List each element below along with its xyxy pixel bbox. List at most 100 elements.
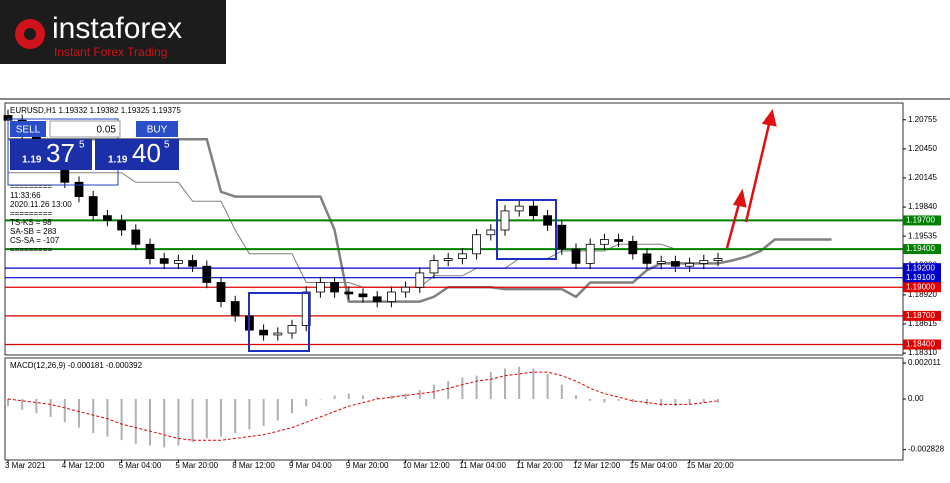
- arrow-shaft: [744, 119, 772, 223]
- info-line: TS-KS = 98: [10, 218, 52, 227]
- candle-body: [386, 291, 396, 302]
- macd-bar: [617, 398, 620, 401]
- info-line: 2020.11.26 13:00: [10, 200, 72, 209]
- macd-bar: [631, 398, 634, 403]
- level-label-box: [903, 272, 941, 283]
- candle-body: [159, 258, 169, 264]
- candle-body: [372, 296, 382, 302]
- candle-body: [600, 239, 609, 245]
- chart-title: EURUSD,H1 1.19332 1.19382 1.19325 1.1937…: [10, 106, 181, 115]
- highlight-box: [248, 292, 310, 352]
- level-label: 1.19000: [906, 282, 935, 291]
- macd-bar: [603, 398, 606, 403]
- macd-bar: [276, 398, 279, 421]
- y-tick-label: 1.18310: [908, 348, 937, 357]
- candle-body: [415, 272, 425, 288]
- level-label: 1.18700: [906, 311, 935, 320]
- candle-body: [656, 261, 666, 264]
- macd-bar: [291, 398, 293, 414]
- x-tick-label: 15 Mar 04:00: [630, 461, 678, 470]
- candle-body: [188, 260, 198, 267]
- macd-y-tick-label: 0.00: [908, 394, 924, 403]
- x-tick-label: 9 Mar 04:00: [289, 461, 332, 470]
- macd-bar: [49, 398, 52, 417]
- level-label-box: [903, 310, 941, 321]
- y-tick-label: 1.20145: [908, 173, 937, 182]
- logo-icon-hole: [24, 28, 36, 40]
- macd-bar: [134, 398, 137, 444]
- y-tick-label: 1.20450: [908, 144, 937, 153]
- candle-body: [358, 293, 368, 298]
- candle-body: [287, 325, 297, 334]
- lot-input[interactable]: [49, 120, 121, 138]
- macd-bar: [447, 381, 450, 399]
- main-frame: [4, 102, 904, 356]
- candle-body: [330, 282, 340, 293]
- x-tick-label: 11 Mar 04:00: [459, 461, 506, 470]
- macd-bar: [21, 398, 24, 410]
- x-tick-label: 5 Mar 20:00: [175, 461, 218, 470]
- candle-body: [145, 243, 155, 260]
- macd-bar: [234, 398, 237, 434]
- macd-bar: [35, 398, 38, 414]
- candle-body: [131, 229, 141, 245]
- candle-body: [103, 215, 112, 221]
- y-tick-label: 1.18615: [908, 319, 937, 328]
- macd-bar: [660, 398, 663, 407]
- ask-big: 1.19: [108, 155, 128, 166]
- candle-body: [543, 215, 552, 226]
- arrow-head: [733, 188, 747, 208]
- ask-frac: 5: [164, 140, 170, 151]
- candle-body: [173, 260, 183, 264]
- buy-button[interactable]: [136, 121, 178, 137]
- candle-body: [202, 265, 212, 283]
- macd-bar: [92, 398, 95, 434]
- candle-body: [457, 253, 467, 260]
- candle-body: [571, 248, 581, 264]
- macd-bar: [106, 398, 109, 437]
- level-label-box: [903, 244, 941, 255]
- macd-bar: [63, 398, 66, 423]
- candle-body: [344, 291, 354, 295]
- y-tick-label: 1.18920: [908, 290, 937, 299]
- tagline: Instant Forex Trading: [54, 45, 167, 59]
- x-tick-label: 5 Mar 04:00: [119, 461, 162, 470]
- candle-body: [216, 282, 226, 302]
- x-tick-label: 3 Mar 2021: [5, 461, 46, 470]
- bid-big: 1.19: [22, 155, 42, 166]
- macd-bar: [489, 372, 492, 399]
- sell-label: SELL: [16, 125, 41, 136]
- info-line: CS-SA = -107: [10, 236, 60, 245]
- macd-bar: [589, 398, 592, 401]
- highlight-box: [496, 199, 557, 260]
- candle-body: [671, 261, 680, 267]
- sell-button[interactable]: [10, 121, 46, 137]
- macd-bar: [390, 395, 393, 399]
- macd-bar: [532, 368, 535, 399]
- candle-body: [685, 262, 694, 267]
- macd-bar: [163, 398, 166, 448]
- candle-body: [443, 258, 453, 261]
- macd-bar: [120, 398, 123, 441]
- brand: instaforex: [52, 12, 182, 45]
- x-tick-label: 10 Mar 12:00: [403, 461, 451, 470]
- bid-box[interactable]: [10, 139, 92, 170]
- ask-box[interactable]: [95, 139, 179, 170]
- macd-bar: [205, 398, 208, 439]
- candle-body: [486, 229, 496, 236]
- y-tick-label: 1.19840: [908, 202, 937, 211]
- candle-body: [259, 329, 269, 336]
- macd-bar: [518, 366, 521, 399]
- candle-body: [699, 260, 709, 264]
- level-label: 1.19400: [906, 244, 935, 253]
- macd-bar: [418, 390, 421, 399]
- macd-bar: [702, 398, 705, 403]
- macd-bar: [362, 395, 364, 399]
- macd-bar: [475, 375, 478, 399]
- macd-bar: [191, 398, 194, 442]
- info-line: SA-SB = 283: [10, 227, 57, 236]
- macd-bar: [262, 398, 265, 426]
